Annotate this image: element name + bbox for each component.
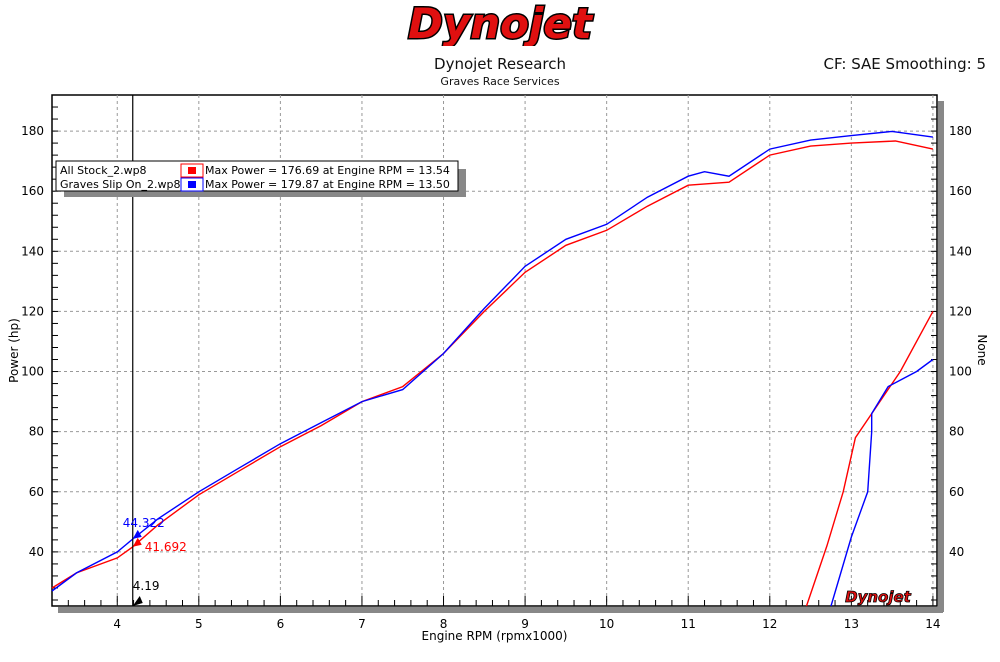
legend-box bbox=[55, 160, 459, 192]
y-tick-label: 140 bbox=[21, 244, 44, 258]
y2-tick-label: 80 bbox=[949, 425, 964, 439]
dynojet-watermark-logo: Dynojet bbox=[845, 588, 912, 606]
axis-shadow-bottom bbox=[58, 607, 943, 613]
x-tick-label: 10 bbox=[599, 617, 614, 631]
y-axis-label: Power (hp) bbox=[7, 318, 21, 383]
x-tick-label: 12 bbox=[762, 617, 777, 631]
series-line-0 bbox=[51, 140, 934, 589]
legend-max-power-text: Max Power = 179.87 at Engine RPM = 13.50 bbox=[205, 178, 450, 191]
y2-tick-label: 120 bbox=[949, 304, 972, 318]
x-tick-label: 4 bbox=[113, 617, 121, 631]
cursor-value-label: 44.322 bbox=[123, 516, 165, 530]
cursor-x-arrow bbox=[132, 596, 143, 606]
y2-tick-label: 60 bbox=[949, 485, 964, 499]
series-line-1 bbox=[51, 130, 933, 592]
x-tick-label: 8 bbox=[440, 617, 448, 631]
y2-tick-label: 160 bbox=[949, 184, 972, 198]
y-tick-label: 40 bbox=[29, 545, 44, 559]
y-tick-label: 180 bbox=[21, 124, 44, 138]
x-tick-label: 11 bbox=[681, 617, 696, 631]
y-tick-label: 100 bbox=[21, 365, 44, 379]
axis-shadow-right bbox=[938, 101, 944, 612]
y2-tick-label: 40 bbox=[949, 545, 964, 559]
correction-factor-label: CF: SAE Smoothing: 5 bbox=[823, 55, 986, 73]
cursor-value-arrow bbox=[132, 529, 142, 539]
y2-tick-label: 100 bbox=[949, 365, 972, 379]
chart-title: Dynojet Research bbox=[434, 55, 566, 73]
x-tick-label: 5 bbox=[195, 617, 203, 631]
svg-text:Dynojet: Dynojet bbox=[408, 2, 594, 46]
dynojet-logo: Dynojet bbox=[407, 2, 596, 46]
y-tick-label: 120 bbox=[21, 304, 44, 318]
x-axis-label: Engine RPM (rpmx1000) bbox=[422, 629, 568, 643]
series-line-3 bbox=[830, 358, 934, 607]
y-tick-label: 160 bbox=[21, 184, 44, 198]
legend-max-power-text: Max Power = 176.69 at Engine RPM = 13.54 bbox=[205, 164, 450, 177]
y-tick-label: 60 bbox=[29, 485, 44, 499]
series-line-2 bbox=[805, 311, 934, 607]
cursor-value-arrow bbox=[132, 537, 142, 547]
cursor-value-label: 41.692 bbox=[145, 540, 187, 554]
y-tick-label: 80 bbox=[29, 425, 44, 439]
x-tick-label: 9 bbox=[521, 617, 529, 631]
x-tick-label: 6 bbox=[277, 617, 285, 631]
x-tick-label: 7 bbox=[358, 617, 366, 631]
y2-tick-label: 140 bbox=[949, 244, 972, 258]
y2-axis-label: None bbox=[975, 334, 989, 365]
legend-swatch bbox=[188, 181, 196, 188]
cursor-x-label: 4.19 bbox=[133, 579, 160, 593]
legend-file-name: Graves Slip On_2.wp8 bbox=[60, 178, 180, 191]
x-tick-label: 13 bbox=[844, 617, 859, 631]
y2-tick-label: 180 bbox=[949, 124, 972, 138]
legend-file-name: All Stock_2.wp8 bbox=[60, 164, 147, 177]
legend-swatch bbox=[188, 167, 196, 174]
x-tick-label: 14 bbox=[925, 617, 940, 631]
chart-subtitle: Graves Race Services bbox=[440, 75, 560, 88]
